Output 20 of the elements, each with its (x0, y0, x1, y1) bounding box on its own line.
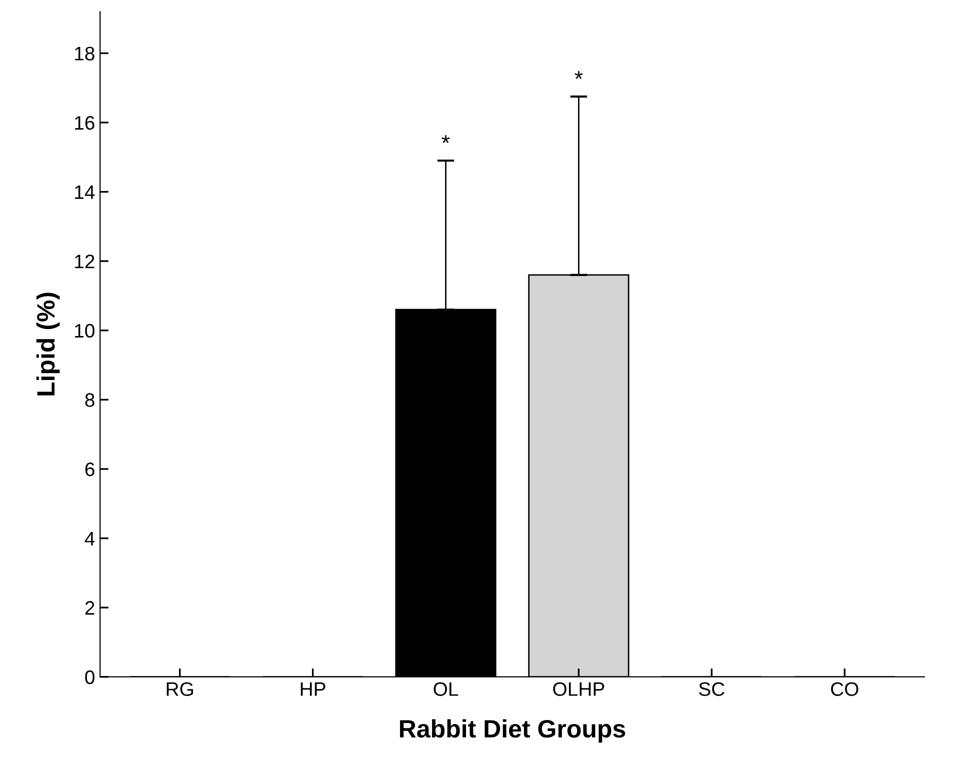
annotation: * (442, 135, 450, 143)
y-tick-label: 0 (85, 670, 94, 684)
x-tick-label: OL (434, 682, 458, 696)
y-tick-label: 6 (85, 462, 94, 476)
x-axis-title: Rabbit Diet Groups (400, 719, 626, 743)
annotation: * (574, 71, 583, 79)
y-tick-label: 18 (75, 46, 94, 60)
y-tick-label: 12 (75, 254, 94, 268)
y-tick-label: 4 (84, 532, 95, 546)
x-tick-label: HP (300, 682, 326, 696)
y-axis-title: Lipid (%) (36, 292, 60, 396)
x-tick-label: CO (831, 682, 858, 696)
y-tick-label: 8 (85, 393, 94, 407)
y-tick-label: 10 (75, 324, 94, 338)
y-tick-label: 2 (85, 601, 94, 615)
x-tick-label: RG (166, 682, 193, 696)
x-tick-label: OLHP (553, 682, 604, 696)
y-tick-label: 14 (75, 185, 95, 199)
y-tick-label: 16 (75, 116, 94, 130)
x-tick-label: SC (699, 682, 724, 696)
